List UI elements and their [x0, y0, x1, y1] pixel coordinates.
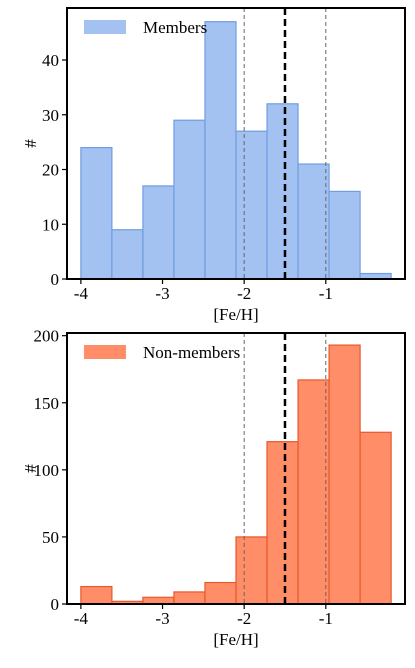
y-axis-label: # [21, 139, 40, 148]
histogram-bar [111, 229, 144, 280]
histogram-bar [297, 163, 330, 280]
histogram-bar [173, 591, 206, 605]
x-axis-label: [Fe/H] [213, 630, 258, 649]
axes-frame [66, 7, 406, 280]
x-tick-label: -4 [74, 609, 89, 628]
legend-swatch [84, 20, 126, 34]
x-tick-label: -3 [155, 609, 169, 628]
x-tick-label: -1 [319, 284, 333, 303]
x-tick-label: -4 [74, 284, 89, 303]
histogram-bar [235, 130, 268, 280]
histogram-bar [328, 344, 361, 605]
y-tick-label: 50 [42, 528, 59, 547]
x-axis-label: [Fe/H] [213, 305, 258, 324]
y-tick-label: 10 [42, 215, 59, 234]
y-tick-label: 0 [51, 270, 60, 289]
histogram-bar [142, 596, 175, 605]
histogram-bar [173, 119, 206, 280]
histogram-bar [80, 585, 113, 605]
histogram-bar [359, 431, 392, 605]
axes-frame [66, 332, 406, 605]
y-tick-label: 20 [42, 161, 59, 180]
histogram-bar [80, 147, 113, 280]
histogram-bar [204, 581, 237, 605]
histogram-bar [297, 379, 330, 605]
legend-label: Members [143, 18, 207, 37]
x-tick-label: -2 [237, 284, 251, 303]
y-tick-label: 0 [51, 595, 60, 614]
y-tick-label: 100 [34, 461, 60, 480]
y-tick-label: 200 [34, 327, 60, 346]
histogram-bar [266, 103, 299, 280]
x-tick-label: -1 [319, 609, 333, 628]
histogram-bar [204, 21, 237, 280]
histogram-bar [235, 536, 268, 605]
x-tick-label: -2 [237, 609, 251, 628]
y-tick-label: 40 [42, 51, 59, 70]
y-tick-label: 150 [34, 394, 60, 413]
y-axis-label: # [21, 464, 40, 473]
histogram-bar [328, 190, 361, 280]
x-tick-label: -3 [155, 284, 169, 303]
histogram-bar [266, 441, 299, 605]
histogram-bar [142, 185, 175, 280]
legend-swatch [84, 345, 126, 359]
y-tick-label: 30 [42, 106, 59, 125]
legend-label: Non-members [143, 343, 240, 362]
